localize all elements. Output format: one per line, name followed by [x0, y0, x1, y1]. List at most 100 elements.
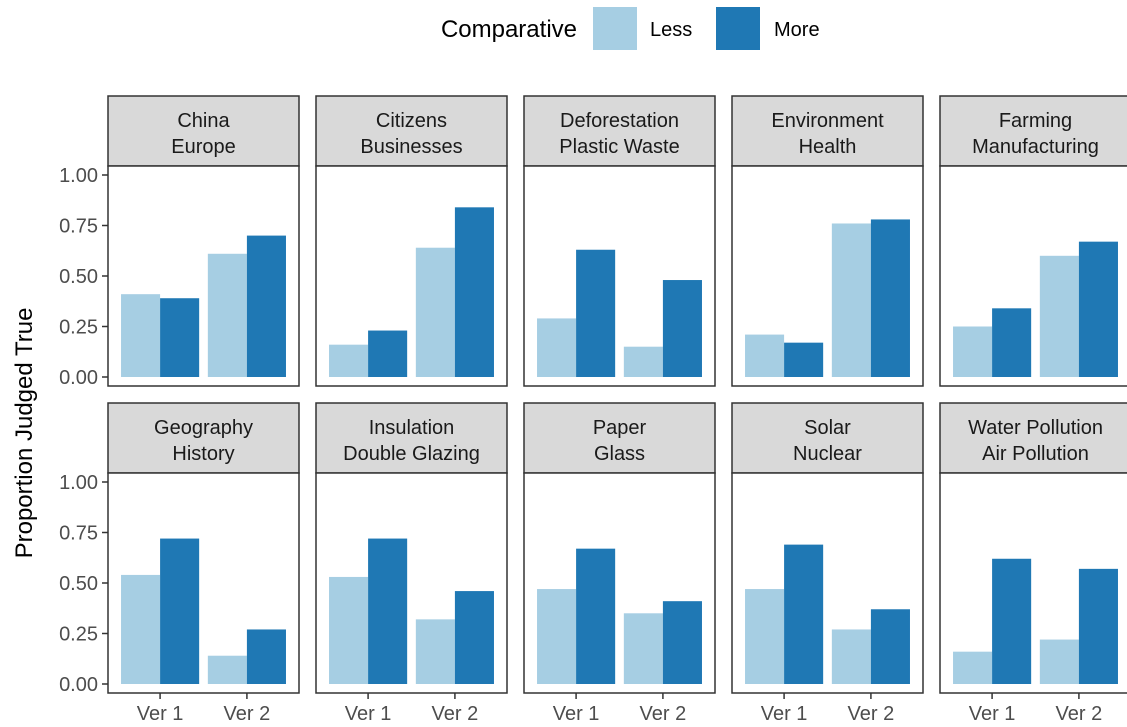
bar-more — [576, 548, 616, 684]
bar-less — [953, 326, 993, 377]
bar-less — [537, 318, 577, 377]
facet-strip-label: Farming — [999, 110, 1072, 132]
facet-strip — [315, 95, 508, 167]
facet-strip-label: Glass — [594, 443, 645, 465]
bar-less — [831, 629, 871, 684]
bar-more — [160, 538, 200, 684]
bar-less — [745, 334, 785, 377]
facet-strip-label: Plastic Waste — [559, 136, 679, 158]
x-tick-label: Ver 2 — [640, 703, 687, 725]
y-tick-label: 0.75 — [59, 216, 98, 238]
facet-panel: Paper Glass Ver 1 Ver 2 — [523, 402, 716, 725]
bar-more — [992, 308, 1032, 377]
facet-panel: Citizens Businesses — [315, 95, 508, 387]
facet-panel: Farming Manufacturing — [939, 95, 1127, 387]
facet-panel: Water Pollution Air Pollution Ver 1 Ver 2 — [939, 402, 1127, 725]
x-tick-label: Ver 1 — [345, 703, 392, 725]
y-tick-label: 0.25 — [59, 317, 98, 339]
bar-more — [870, 219, 910, 377]
bar-more — [368, 538, 408, 684]
y-tick-label: 0.00 — [59, 367, 98, 389]
bar-more — [454, 207, 494, 377]
bar-more — [246, 629, 286, 684]
facet-strip — [107, 402, 300, 474]
y-tick-label: 0.00 — [59, 674, 98, 696]
facet-panel: Solar Nuclear Ver 1 Ver 2 — [731, 402, 924, 725]
facet-strip — [523, 402, 716, 474]
facet-panels: China Europe 0.00 0.25 0.50 0.75 1.00 Citizens B… — [59, 95, 1127, 725]
bar-less — [1039, 639, 1079, 684]
x-tick-label: Ver 2 — [432, 703, 479, 725]
facet-strip-label: History — [172, 443, 234, 465]
facet-strip-label: Water Pollution — [968, 417, 1103, 439]
bar-less — [831, 223, 871, 377]
bar-more — [662, 601, 702, 684]
bar-more — [784, 342, 824, 377]
facet-panel: China Europe 0.00 0.25 0.50 0.75 1.00 — [59, 95, 300, 389]
y-tick-label: 0.50 — [59, 573, 98, 595]
facet-panel: Insulation Double Glazing Ver 1 Ver 2 — [315, 402, 508, 725]
bar-less — [207, 253, 247, 377]
facet-strip-label: Nuclear — [793, 443, 862, 465]
facet-strip — [107, 95, 300, 167]
facet-panel: Deforestation Plastic Waste — [523, 95, 716, 387]
y-tick-label: 1.00 — [59, 165, 98, 187]
facet-strip-label: Deforestation — [560, 110, 679, 132]
bar-more — [992, 558, 1032, 684]
x-tick-label: Ver 1 — [761, 703, 808, 725]
x-tick-label: Ver 2 — [224, 703, 271, 725]
x-tick-label: Ver 1 — [969, 703, 1016, 725]
facet-panel: Geography History Ver 1 Ver 2 0.00 0.25 0.50 0.… — [59, 402, 300, 725]
y-tick-label: 1.00 — [59, 472, 98, 494]
facet-strip-label: Europe — [171, 136, 236, 158]
bar-less — [329, 576, 369, 684]
facet-strip-label: Manufacturing — [972, 136, 1099, 158]
bar-more — [662, 280, 702, 377]
bar-less — [415, 247, 455, 377]
facet-strip-label: Solar — [804, 417, 851, 439]
facet-strip — [731, 402, 924, 474]
y-tick-label: 0.75 — [59, 523, 98, 545]
bar-less — [329, 344, 369, 377]
bar-more — [1078, 241, 1118, 377]
legend: Comparative Less More — [441, 7, 820, 50]
bar-more — [784, 544, 824, 684]
y-tick-label: 0.25 — [59, 624, 98, 646]
facet-strip — [523, 95, 716, 167]
x-tick-label: Ver 2 — [1056, 703, 1103, 725]
bar-more — [454, 591, 494, 684]
facet-strip-label: Insulation — [369, 417, 455, 439]
bar-less — [745, 589, 785, 684]
x-tick-label: Ver 1 — [553, 703, 600, 725]
legend-title: Comparative — [441, 16, 577, 43]
bar-more — [160, 298, 200, 377]
bar-less — [953, 651, 993, 684]
facet-strip-label: Environment — [771, 110, 884, 132]
legend-label-less: Less — [650, 19, 692, 41]
x-tick-label: Ver 1 — [137, 703, 184, 725]
bar-more — [368, 330, 408, 377]
bar-more — [576, 249, 616, 377]
facet-strip-label: Double Glazing — [343, 443, 480, 465]
bar-less — [1039, 255, 1079, 377]
x-tick-label: Ver 2 — [848, 703, 895, 725]
bar-more — [246, 235, 286, 377]
facet-strip-label: China — [177, 110, 230, 132]
facet-strip-label: Paper — [593, 417, 647, 439]
facet-strip — [939, 402, 1127, 474]
facet-strip-label: Air Pollution — [982, 443, 1089, 465]
bar-less — [207, 655, 247, 684]
y-tick-label: 0.50 — [59, 266, 98, 288]
facet-strip-label: Citizens — [376, 110, 447, 132]
bar-less — [121, 294, 161, 377]
bar-more — [1078, 568, 1118, 684]
facet-panel: Environment Health — [731, 95, 924, 387]
facet-strip — [315, 402, 508, 474]
legend-swatch-more — [716, 7, 760, 50]
bar-less — [121, 574, 161, 684]
bar-less — [537, 589, 577, 684]
facet-strip — [731, 95, 924, 167]
facet-strip-label: Geography — [154, 417, 253, 439]
legend-swatch-less — [593, 7, 637, 50]
